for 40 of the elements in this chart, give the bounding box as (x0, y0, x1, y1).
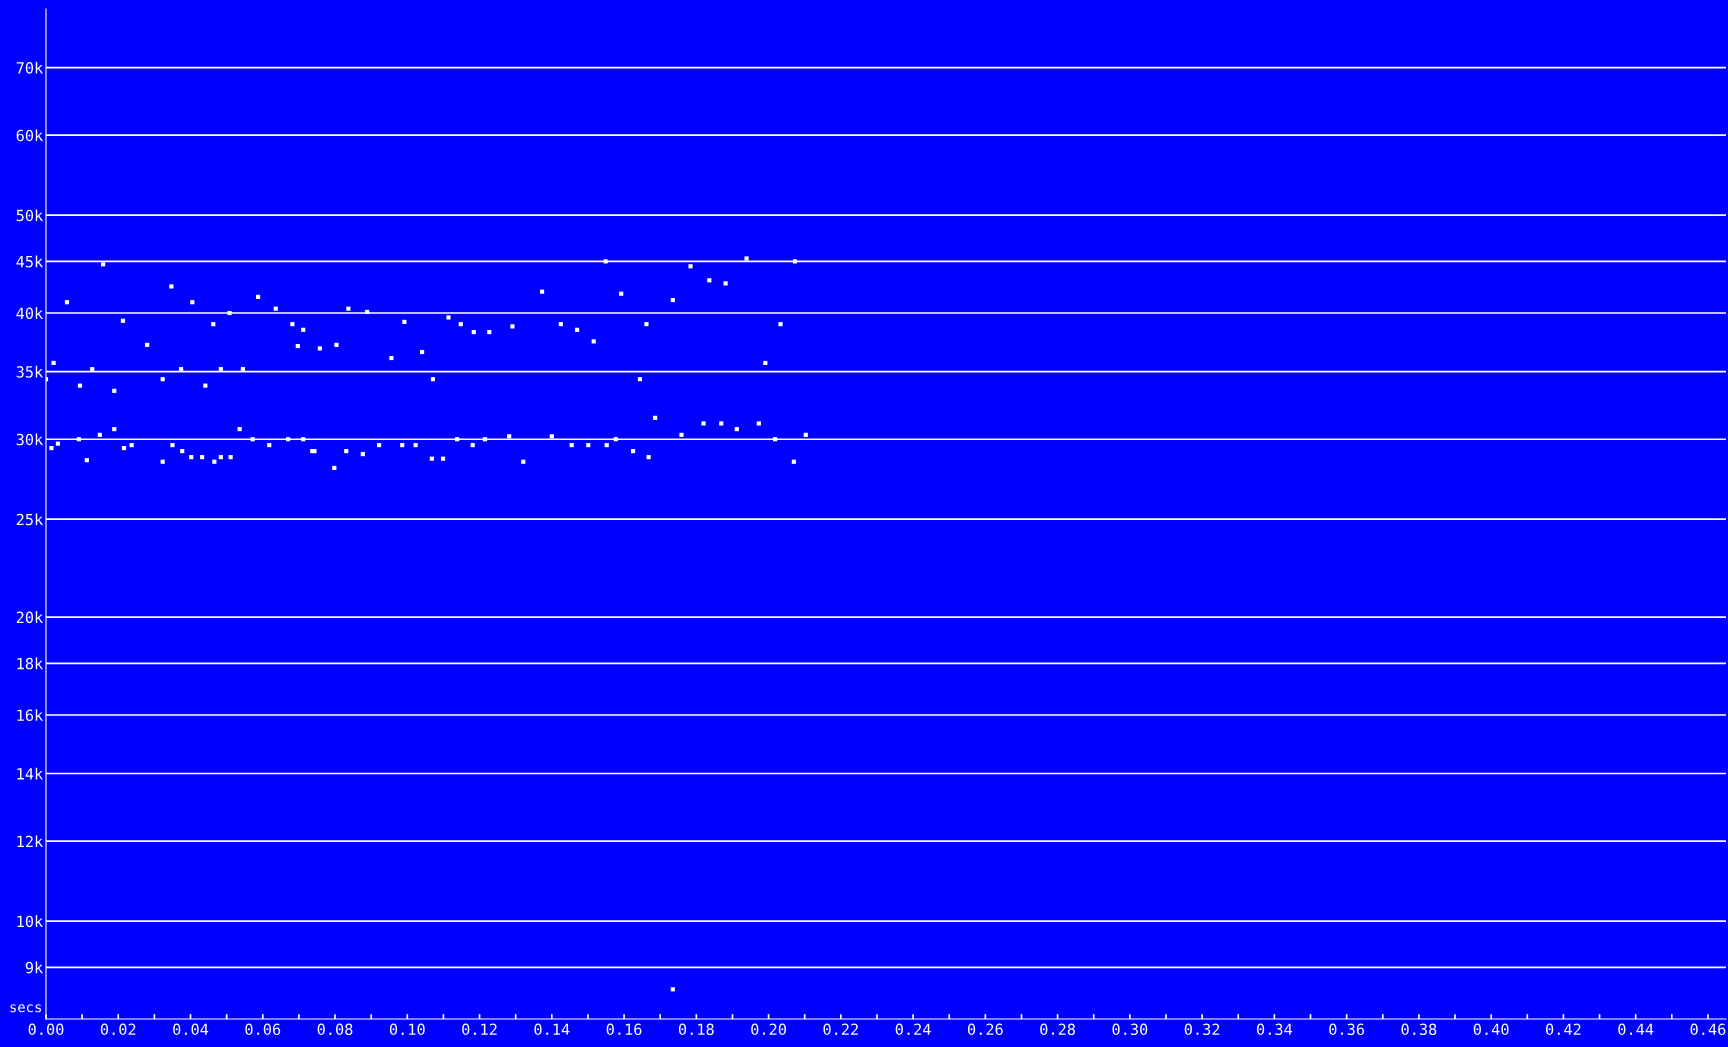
x-tick-label: 0.06 (245, 1023, 281, 1036)
x-tick-label: 0.00 (28, 1023, 64, 1036)
y-tick-label: 16k (17, 709, 43, 722)
x-tick-label: 0.36 (1329, 1023, 1365, 1036)
x-tick-label: 0.10 (389, 1023, 425, 1036)
y-tick-label: 10k (17, 915, 43, 928)
x-tick-label: 0.40 (1473, 1023, 1509, 1036)
y-tick-label: 30k (16, 433, 43, 446)
x-tick-label: 0.20 (751, 1023, 786, 1036)
y-tick-label: 12k (17, 835, 43, 847)
x-tick-label: 0.04 (173, 1023, 209, 1036)
x-tick-label: 0.02 (100, 1023, 136, 1036)
x-tick-label: 0.16 (606, 1023, 642, 1036)
x-tick-label: 0.30 (1112, 1023, 1148, 1036)
x-tick-label: 0.14 (534, 1023, 570, 1036)
x-tick-label: 0.24 (895, 1023, 931, 1036)
y-tick-label: 18k (17, 657, 43, 670)
x-tick-label: 0.18 (678, 1023, 714, 1036)
y-tick-label: 25k (16, 513, 43, 526)
x-tick-label: 0.26 (967, 1023, 1003, 1036)
y-tick-label: 35k (16, 365, 43, 378)
x-tick-label: 0.34 (1256, 1023, 1293, 1036)
x-tick-label: 0.12 (462, 1023, 497, 1036)
y-tick-label: 9k (25, 961, 43, 974)
y-tick-label: 20k (16, 611, 43, 624)
x-tick-label: 0.42 (1546, 1023, 1581, 1036)
y-tick-label: 45k (16, 255, 43, 268)
x-axis-title: secs (10, 1004, 42, 1013)
x-tick-label: 0.08 (317, 1023, 353, 1036)
y-tick-label: 50k (16, 209, 43, 222)
y-tick-label: 70k (16, 61, 43, 74)
x-tick-label: 0.44 (1618, 1023, 1654, 1036)
y-tick-label: 40k (16, 307, 43, 320)
y-tick-label: 14k (17, 767, 43, 780)
x-tick-label: 0.28 (1040, 1023, 1076, 1036)
x-tick-label: 0.46 (1690, 1023, 1726, 1036)
x-tick-label: 0.22 (823, 1023, 858, 1036)
x-tick-label: 0.32 (1184, 1023, 1220, 1036)
x-tick-label: 0.38 (1401, 1023, 1437, 1036)
y-tick-label: 60k (16, 129, 43, 142)
